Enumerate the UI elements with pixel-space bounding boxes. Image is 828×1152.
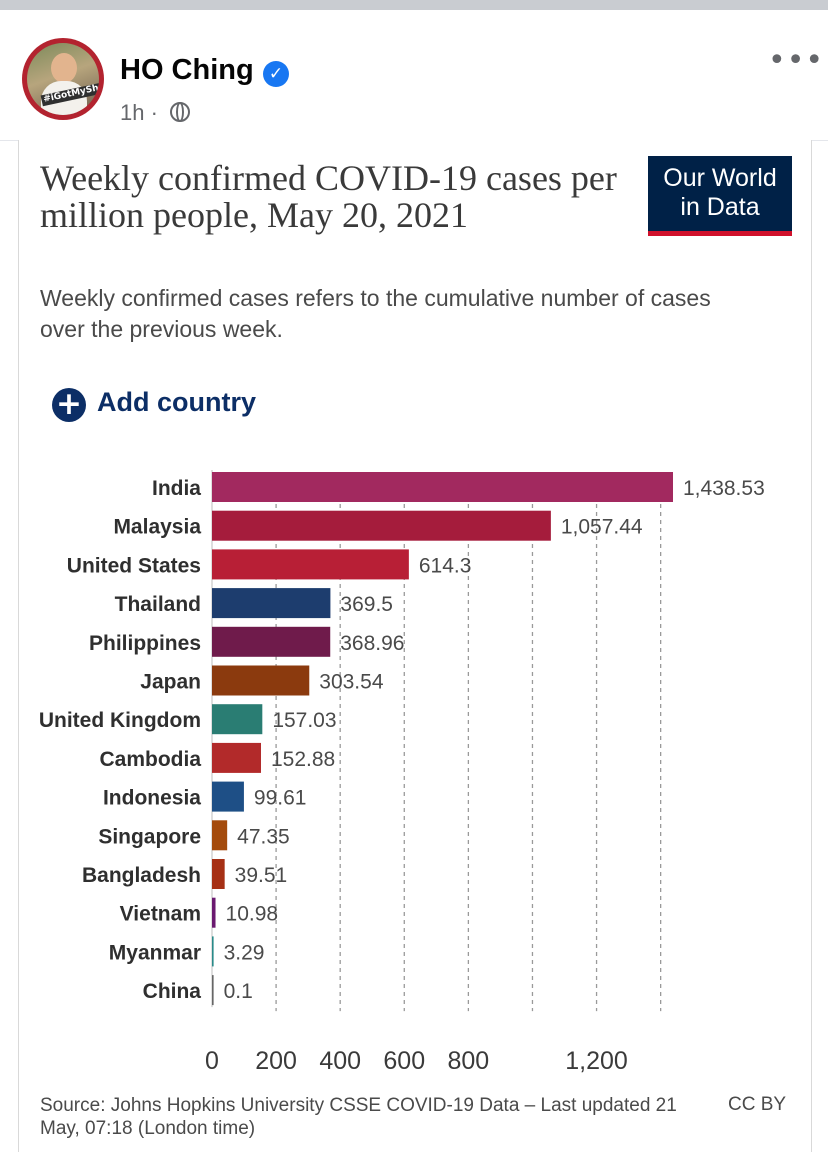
category-label: Myanmar [109,941,201,964]
x-tick-label: 200 [255,1047,297,1075]
logo-line-1: Our World [663,164,777,192]
top-strip [0,0,828,10]
bar [212,781,244,812]
bar [212,704,263,735]
category-label: Malaysia [113,516,201,539]
bar [212,820,228,851]
category-label: Indonesia [103,787,201,810]
x-tick-label: 800 [448,1047,490,1075]
bar [212,472,673,502]
category-label: Thailand [115,593,201,616]
value-label: 1,438.53 [683,477,765,500]
logo-line-2: in Data [680,193,760,221]
category-label: United Kingdom [39,709,201,732]
category-label: Philippines [89,632,201,655]
x-tick-label: 600 [383,1047,425,1075]
category-label: Vietnam [120,903,201,926]
add-country-label: Add country [97,387,256,417]
value-label: 0.1 [224,980,253,1003]
value-label: 3.29 [224,941,265,964]
bar [212,859,225,889]
bar [212,665,310,696]
value-label: 614.3 [419,554,472,577]
value-label: 368.96 [340,632,404,655]
chart-card[interactable] [18,140,812,1152]
category-label: Bangladesh [82,864,201,887]
x-tick-label: 1,200 [565,1047,628,1075]
post-time[interactable]: 1h [120,100,145,125]
category-label: Singapore [98,825,201,848]
bar [212,549,409,580]
value-label: 152.88 [271,748,335,771]
bar [212,936,214,967]
x-tick-label: 0 [205,1047,219,1075]
bar [212,510,551,541]
value-label: 369.5 [340,593,393,616]
author-name[interactable]: HO Ching [120,54,254,86]
post-header: #iGotMyShot HO Ching ✓ 1h · ••• [0,10,828,141]
chart-subtitle: Weekly confirmed cases refers to the cum… [40,285,711,342]
license-label[interactable]: CC BY [728,1094,787,1115]
category-label: United States [67,554,201,577]
category-label: India [152,477,201,500]
category-label: Japan [140,671,201,694]
post-meta: 1h · [120,100,158,126]
globe-icon [170,102,190,122]
value-label: 1,057.44 [561,516,643,539]
bar [212,975,214,1006]
value-label: 47.35 [237,825,290,848]
verified-badge-icon: ✓ [263,61,289,87]
value-label: 157.03 [272,709,336,732]
bar [212,742,261,773]
more-options-icon[interactable]: ••• [768,43,825,78]
value-label: 99.61 [254,787,307,810]
value-label: 39.51 [235,864,288,887]
bar-chart: India 1,438.53 Malaysia 1,057.44 United Stat… [39,470,765,1075]
x-tick-label: 400 [319,1047,361,1075]
category-label: Cambodia [99,748,201,771]
owid-logo[interactable]: Our World in Data [648,156,792,236]
plus-circle-icon: + [52,388,86,422]
avatar[interactable]: #iGotMyShot [22,38,104,120]
source-note: Source: Johns Hopkins University CSSE CO… [40,1095,677,1139]
meta-separator: · [150,100,158,125]
bar [212,626,331,657]
bar [212,897,216,928]
value-label: 10.98 [226,903,279,926]
value-label: 303.54 [319,671,384,694]
bar [212,588,331,619]
category-label: China [143,980,202,1003]
chart-title: Weekly confirmed COVID-19 cases per mill… [40,158,617,235]
